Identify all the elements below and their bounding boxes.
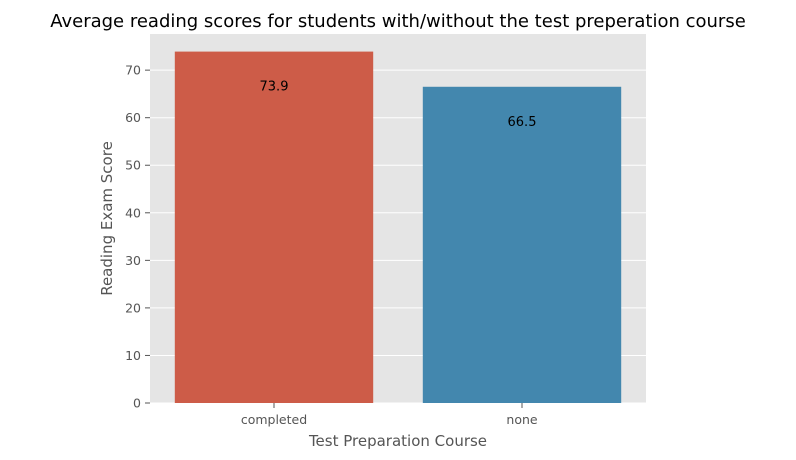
bars — [174, 51, 622, 404]
y-tick-label-7: 70 — [125, 63, 141, 78]
data-labels: 73.9 66.5 — [260, 80, 537, 130]
y-tick-label-2: 20 — [125, 300, 141, 315]
chart-title: Average reading scores for students with… — [50, 11, 746, 32]
bar-none — [422, 86, 622, 403]
x-tick-label-none: none — [506, 412, 537, 427]
data-label-none: 66.5 — [508, 115, 537, 130]
y-tick-label-1: 10 — [125, 348, 141, 363]
y-tick-label-6: 60 — [125, 110, 141, 125]
x-axis-label: Test Preparation Course — [308, 432, 487, 450]
y-tick-label-4: 40 — [125, 205, 141, 220]
x-tick-label-completed: completed — [241, 412, 307, 427]
bar-completed — [174, 51, 374, 404]
y-axis-label: Reading Exam Score — [98, 141, 116, 296]
y-tick-label-3: 30 — [125, 253, 141, 268]
data-label-completed: 73.9 — [260, 80, 289, 95]
x-axis-ticks: completed none — [241, 403, 538, 427]
y-axis-ticks: 0 10 20 30 40 50 60 70 — [125, 63, 150, 411]
y-tick-label-5: 50 — [125, 158, 141, 173]
y-tick-label-0: 0 — [133, 396, 141, 411]
